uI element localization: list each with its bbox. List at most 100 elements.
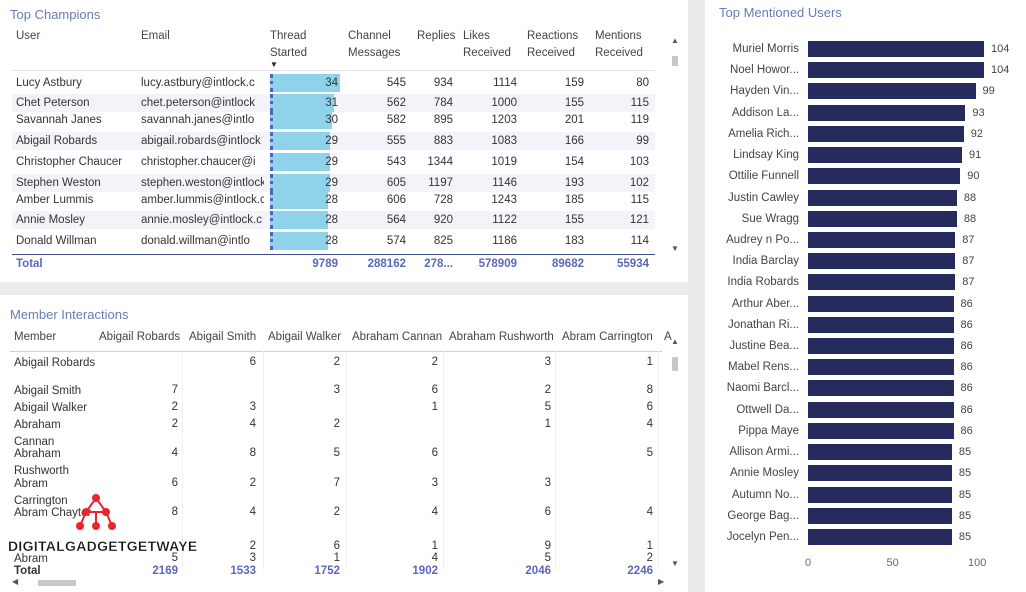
cell: 193 — [564, 177, 584, 189]
row-label: Abigail Walker — [14, 402, 88, 414]
total-cell: 1533 — [230, 565, 256, 577]
bar — [808, 231, 956, 248]
scroll-up[interactable]: ▲ — [671, 36, 679, 45]
data-bar — [270, 174, 330, 192]
cell: 102 — [629, 177, 649, 189]
bar — [808, 422, 954, 439]
value-label: 85 — [958, 467, 972, 480]
bar — [808, 168, 961, 185]
category-label: Mabel Rens... — [728, 361, 799, 374]
cell: 1344 — [427, 156, 453, 168]
scroll-down[interactable]: ▼ — [671, 244, 679, 253]
cell: 1 — [431, 401, 438, 413]
cell: 5 — [646, 447, 653, 459]
category-label: Arthur Aber... — [731, 297, 799, 310]
cell: 6 — [431, 384, 438, 396]
total-cell: 2046 — [525, 565, 551, 577]
column-header: Abram Carrington — [562, 331, 653, 343]
column-header: Abraham Cannan — [352, 331, 443, 343]
value-label: 92 — [970, 127, 983, 140]
cell: 114 — [630, 235, 649, 247]
cell: 1186 — [492, 235, 517, 247]
category-label: Ottwell Da... — [736, 403, 799, 416]
value-label: 88 — [963, 212, 977, 225]
cell: 201 — [564, 114, 584, 126]
header-rule — [10, 351, 662, 352]
cell: Stephen Weston — [16, 177, 101, 189]
category-label: Ottilie Funnell — [728, 170, 799, 183]
header-rule — [12, 70, 655, 71]
cell: stephen.weston@intlock — [141, 177, 264, 189]
column-rule — [263, 351, 264, 569]
data-bar — [270, 74, 340, 92]
bar — [808, 41, 984, 57]
scroll-left[interactable]: ◀ — [12, 577, 19, 586]
panel-title: Top Champions — [10, 7, 101, 22]
cell: 4 — [171, 447, 178, 459]
column-header: Reactions Received — [527, 30, 579, 59]
cell: 1 — [431, 540, 438, 552]
cell: abigail.robards@intlock — [141, 135, 261, 147]
cell: 1146 — [492, 177, 517, 189]
category-label: India Robards — [727, 276, 799, 289]
cell: 3 — [544, 477, 551, 489]
cell: 1114 — [493, 77, 517, 89]
category-label: Audrey n Po... — [726, 233, 799, 246]
cell: 4 — [431, 506, 438, 518]
row-label: Abraham Rushworth — [14, 448, 69, 477]
scroll-right[interactable]: ▶ — [658, 577, 665, 586]
cell: 155 — [564, 97, 584, 109]
top-champions-panel: Top Champions ▲ ▼ ▼ User Email Thread Star… — [0, 0, 688, 282]
x-tick-label: 50 — [886, 557, 899, 569]
cell: 183 — [564, 235, 584, 247]
column-header: User — [16, 30, 41, 42]
bar — [808, 104, 966, 121]
bar — [808, 486, 952, 503]
cell: 1 — [646, 540, 653, 552]
cell: 5 — [171, 552, 178, 564]
column-rule — [658, 351, 659, 569]
total-label: Total — [14, 564, 41, 578]
value-label: 90 — [967, 170, 980, 183]
cell: 6 — [646, 401, 653, 413]
column-header: Abigail Smith — [189, 331, 257, 343]
row-label: Abram — [14, 553, 48, 565]
cell: 2 — [171, 401, 178, 413]
cell: 115 — [630, 97, 649, 109]
cell: 605 — [386, 177, 406, 189]
scroll-up[interactable]: ▲ — [671, 337, 679, 346]
cell: 3 — [249, 401, 256, 413]
h-scrollbar-thumb[interactable] — [38, 580, 76, 586]
total-cell: 9789 — [312, 258, 338, 270]
cell: 2 — [333, 506, 340, 518]
bar — [808, 444, 952, 461]
row-shade — [12, 211, 655, 229]
column-header: Likes Received — [463, 30, 511, 59]
cell: 34 — [325, 77, 338, 89]
cell: 606 — [386, 194, 406, 206]
category-label: Sue Wragg — [741, 212, 799, 225]
cell: 564 — [386, 214, 406, 226]
cell: Amber Lummis — [16, 194, 94, 206]
scrollbar-thumb[interactable] — [672, 357, 678, 371]
bar — [808, 210, 957, 227]
cell: 6 — [171, 477, 178, 489]
row-label: Abram Carrington — [14, 478, 68, 507]
scroll-down[interactable]: ▼ — [671, 559, 679, 568]
cell: 28 — [325, 214, 338, 226]
category-label: George Bag... — [727, 509, 799, 522]
total-cell: 55934 — [617, 258, 649, 270]
row-label: Abram Chaytor — [14, 507, 92, 519]
cell: 1 — [333, 552, 340, 564]
cell: 1083 — [491, 135, 517, 147]
bar — [808, 253, 956, 270]
row-shade — [12, 132, 655, 150]
bar — [808, 189, 957, 206]
value-label: 85 — [958, 488, 972, 501]
data-bar — [270, 232, 328, 250]
cell: Christopher Chaucer — [16, 156, 123, 168]
data-bar — [270, 191, 328, 209]
scrollbar-thumb[interactable] — [672, 56, 678, 66]
watermark-logo — [76, 494, 116, 530]
